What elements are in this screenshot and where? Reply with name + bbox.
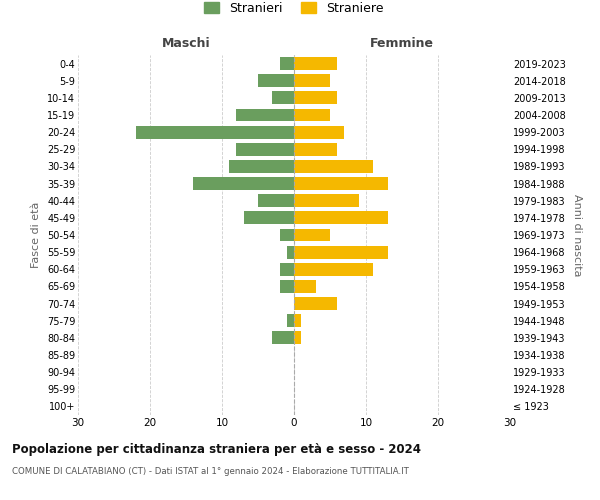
- Bar: [272, 332, 294, 344]
- Bar: [294, 228, 330, 241]
- Bar: [280, 228, 294, 241]
- Bar: [294, 57, 337, 70]
- Bar: [258, 74, 294, 87]
- Bar: [280, 263, 294, 276]
- Bar: [136, 126, 294, 138]
- Bar: [294, 297, 337, 310]
- Text: COMUNE DI CALATABIANO (CT) - Dati ISTAT al 1° gennaio 2024 - Elaborazione TUTTIT: COMUNE DI CALATABIANO (CT) - Dati ISTAT …: [12, 468, 409, 476]
- Bar: [236, 108, 294, 122]
- Bar: [294, 160, 373, 173]
- Bar: [294, 332, 301, 344]
- Bar: [229, 160, 294, 173]
- Bar: [294, 280, 316, 293]
- Bar: [294, 143, 337, 156]
- Y-axis label: Fasce di età: Fasce di età: [31, 202, 41, 268]
- Bar: [280, 280, 294, 293]
- Bar: [294, 92, 337, 104]
- Bar: [294, 314, 301, 327]
- Bar: [294, 194, 359, 207]
- Bar: [294, 126, 344, 138]
- Text: Maschi: Maschi: [161, 37, 211, 50]
- Bar: [287, 246, 294, 258]
- Text: Popolazione per cittadinanza straniera per età e sesso - 2024: Popolazione per cittadinanza straniera p…: [12, 442, 421, 456]
- Bar: [193, 177, 294, 190]
- Bar: [294, 212, 388, 224]
- Bar: [294, 246, 388, 258]
- Bar: [272, 92, 294, 104]
- Bar: [294, 74, 330, 87]
- Bar: [244, 212, 294, 224]
- Bar: [294, 108, 330, 122]
- Legend: Stranieri, Straniere: Stranieri, Straniere: [199, 0, 389, 20]
- Bar: [287, 314, 294, 327]
- Bar: [280, 57, 294, 70]
- Text: Femmine: Femmine: [370, 37, 434, 50]
- Bar: [294, 177, 388, 190]
- Bar: [258, 194, 294, 207]
- Bar: [236, 143, 294, 156]
- Y-axis label: Anni di nascita: Anni di nascita: [572, 194, 583, 276]
- Bar: [294, 263, 373, 276]
